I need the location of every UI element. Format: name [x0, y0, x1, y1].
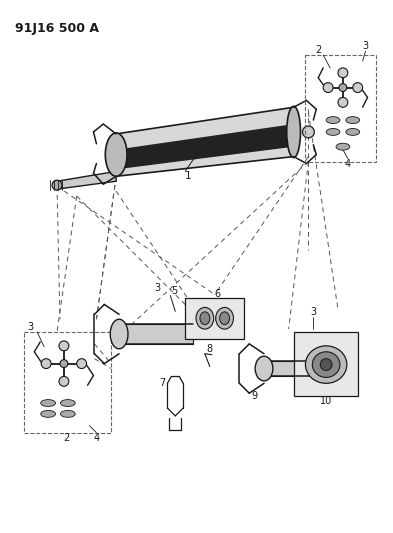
Ellipse shape [52, 180, 62, 190]
Ellipse shape [338, 98, 348, 107]
Ellipse shape [336, 143, 350, 150]
Ellipse shape [353, 83, 363, 93]
Text: 4: 4 [94, 433, 99, 442]
Polygon shape [57, 172, 116, 189]
Ellipse shape [326, 128, 340, 135]
Text: 5: 5 [171, 286, 178, 296]
Ellipse shape [346, 128, 360, 135]
Polygon shape [121, 324, 193, 344]
Ellipse shape [59, 376, 69, 386]
Ellipse shape [326, 117, 340, 124]
Ellipse shape [339, 84, 347, 92]
Ellipse shape [303, 126, 314, 138]
Polygon shape [116, 124, 294, 169]
Ellipse shape [41, 359, 51, 368]
Bar [185, 297, 244, 339]
Ellipse shape [346, 117, 360, 124]
Bar [294, 332, 358, 396]
Text: 3: 3 [28, 322, 33, 332]
Ellipse shape [216, 308, 233, 329]
Ellipse shape [287, 106, 301, 158]
Ellipse shape [320, 359, 332, 370]
Ellipse shape [77, 359, 86, 368]
Ellipse shape [312, 352, 340, 377]
Text: 2: 2 [64, 433, 70, 442]
Text: 3: 3 [154, 282, 161, 293]
Ellipse shape [196, 308, 214, 329]
Polygon shape [116, 107, 294, 176]
Text: 8: 8 [207, 344, 213, 354]
Text: 2: 2 [315, 45, 321, 55]
Text: 7: 7 [160, 378, 165, 389]
Ellipse shape [60, 360, 68, 368]
Ellipse shape [41, 410, 55, 417]
Ellipse shape [323, 83, 333, 93]
Ellipse shape [200, 312, 210, 325]
Text: 10: 10 [320, 396, 332, 406]
Text: 91J16 500 A: 91J16 500 A [15, 21, 99, 35]
Bar [305, 55, 376, 161]
Ellipse shape [59, 341, 69, 351]
Text: 6: 6 [215, 288, 221, 298]
Ellipse shape [61, 400, 75, 407]
Text: 3: 3 [310, 308, 316, 317]
Ellipse shape [61, 410, 75, 417]
Text: 9: 9 [251, 391, 257, 401]
Ellipse shape [305, 346, 347, 383]
Text: 1: 1 [185, 171, 191, 181]
Bar [24, 332, 111, 433]
Text: 3: 3 [362, 41, 369, 51]
Text: 4: 4 [345, 159, 351, 169]
Ellipse shape [220, 312, 230, 325]
Ellipse shape [110, 319, 128, 349]
Polygon shape [266, 361, 328, 376]
Ellipse shape [105, 133, 127, 176]
Ellipse shape [255, 356, 273, 381]
Ellipse shape [338, 68, 348, 78]
Ellipse shape [41, 400, 55, 407]
